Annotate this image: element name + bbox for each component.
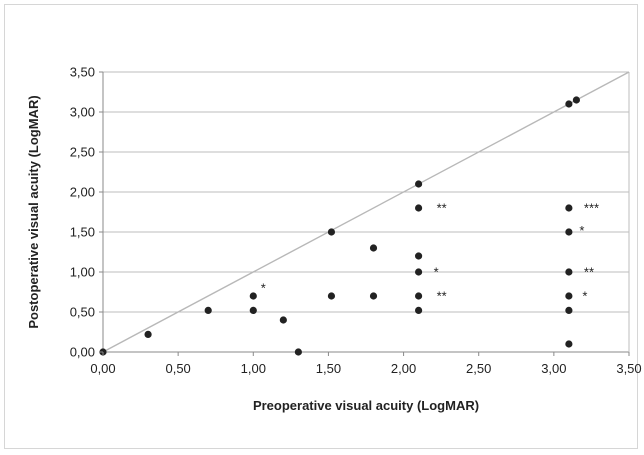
x-tick-label: 3,00 [541, 361, 566, 376]
significance-annotation: * [579, 223, 584, 238]
data-point [144, 330, 152, 338]
data-point [279, 316, 287, 324]
y-tick-label: 2,50 [70, 145, 95, 160]
significance-annotation: * [261, 280, 266, 295]
data-point [565, 268, 573, 276]
x-tick-label: 2,50 [466, 361, 491, 376]
x-tick-label: 1,00 [241, 361, 266, 376]
x-tick-label: 0,50 [165, 361, 190, 376]
grid-lines [103, 71, 629, 313]
data-point [369, 292, 378, 300]
y-tick-label: 3,00 [70, 105, 95, 120]
data-point [249, 292, 257, 300]
y-tick-label: 2,00 [70, 185, 95, 200]
data-point [294, 348, 302, 356]
significance-annotation: * [434, 264, 439, 279]
x-tick-label: 2,00 [391, 361, 416, 376]
significance-annotation: ** [584, 264, 594, 279]
x-tick-label: 1,50 [316, 361, 341, 376]
data-point [415, 268, 423, 276]
y-axis-ticks: 0,00 0,50 1,00 1,50 2,00 2,50 3,00 3,50 [70, 65, 103, 360]
data-point [327, 228, 336, 236]
data-point [204, 306, 212, 314]
data-point [415, 292, 423, 300]
x-tick-label: 3,50 [616, 361, 641, 376]
x-axis-ticks: 0,00 0,50 1,00 1,50 2,00 2,50 3,00 3,50 [90, 352, 642, 376]
data-point [415, 180, 423, 188]
y-tick-label: 1,50 [70, 225, 95, 240]
significance-annotation: *** [584, 200, 599, 215]
y-tick-label: 1,00 [70, 265, 95, 280]
data-point [572, 96, 581, 104]
data-point [565, 340, 573, 348]
data-point [369, 244, 378, 252]
y-tick-label: 0,50 [70, 305, 95, 320]
data-point [565, 204, 573, 212]
data-point [415, 306, 423, 314]
significance-annotation: ** [437, 200, 447, 215]
data-point [565, 100, 573, 108]
annotations: ************* [261, 200, 599, 303]
data-point [327, 292, 336, 300]
data-point [565, 228, 573, 236]
data-point [565, 292, 573, 300]
axes [102, 72, 630, 353]
data-point [249, 306, 257, 314]
y-tick-label: 0,00 [70, 345, 95, 360]
y-axis-title: Postoperative visual acuity (LogMAR) [26, 95, 41, 328]
reference-line [102, 71, 630, 353]
significance-annotation: ** [437, 288, 447, 303]
x-tick-label: 0,00 [90, 361, 115, 376]
significance-annotation: * [582, 288, 587, 303]
data-points [99, 96, 581, 356]
x-axis-title: Preoperative visual acuity (LogMAR) [253, 398, 479, 413]
data-point [415, 252, 423, 260]
chart-frame [4, 4, 638, 449]
data-point [415, 204, 423, 212]
y-tick-label: 3,50 [70, 65, 95, 80]
data-point [565, 306, 573, 314]
